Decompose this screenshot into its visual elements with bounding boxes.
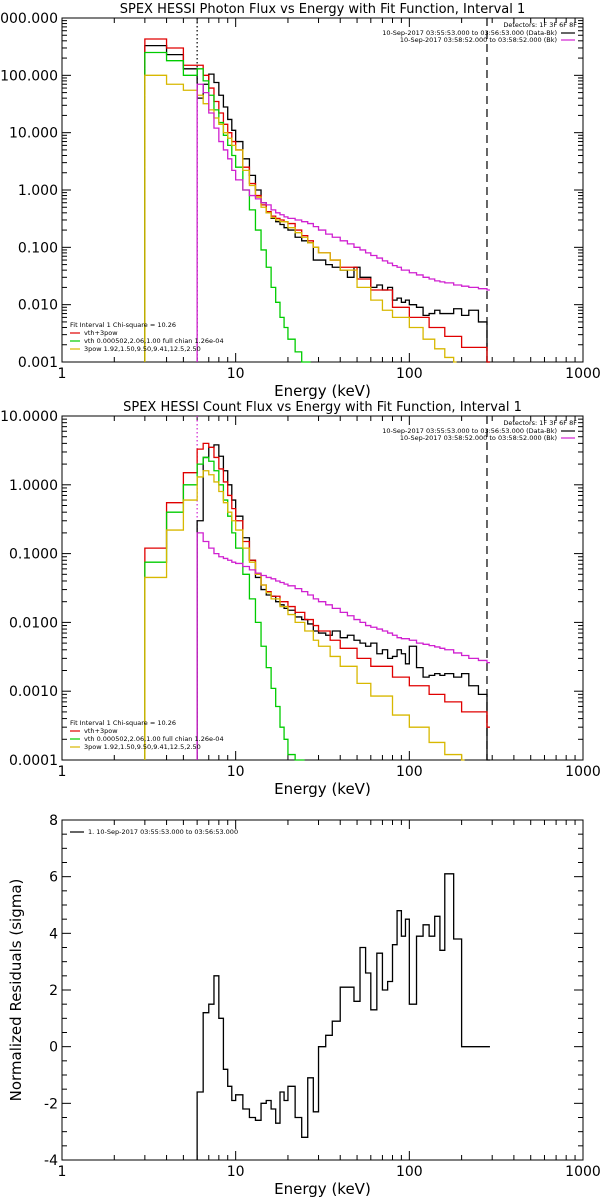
legend-label: 3pow 1.92,1.50,9.50,9.41,12.5,2.50 — [84, 345, 201, 353]
series-0-line — [196, 873, 490, 1160]
x-axis-label: Energy (keV) — [274, 780, 371, 798]
x-tick-label: 1000 — [565, 764, 600, 780]
y-tick-label: 8 — [49, 813, 58, 829]
y-tick-label: -4 — [44, 1153, 58, 1169]
chart-2: 1 10 100 1000 -4 -2 0 2 4 6 8 Energy (keV) Normalize… — [7, 813, 600, 1198]
y-tick-label: 0.0010 — [9, 684, 58, 700]
y-tick-label: 100.000 — [0, 68, 58, 84]
x-tick-label: 1000 — [565, 1164, 600, 1180]
detectors-label: Detectors: 1F 3F 6F 8F — [503, 21, 577, 29]
x-tick-label: 100 — [396, 764, 423, 780]
x-tick-label: 1000 — [565, 366, 600, 382]
series-4-line — [196, 83, 490, 362]
y-tick-label: 1000.000 — [0, 11, 58, 27]
y-tick-label: 1.0000 — [9, 478, 58, 494]
plot-frame — [61, 819, 584, 1161]
header-entry-label: 10-Sep-2017 03:55:53.000 to 03:56:53.000… — [382, 427, 557, 435]
x-axis-label: Energy (keV) — [274, 382, 371, 400]
y-tick-label: 0.001 — [18, 355, 58, 371]
y-tick-label: 0.0100 — [9, 615, 58, 631]
y-tick-label: 0.0001 — [9, 753, 58, 769]
legend-label: vth+3pow — [84, 329, 118, 337]
plot-frame — [61, 17, 584, 363]
x-tick-label: 10 — [227, 1164, 245, 1180]
x-tick-label: 1 — [58, 366, 67, 382]
legend-label: vth 0.000502,2.06,1.00 full chian 1.26e-… — [84, 337, 224, 345]
x-tick-label: 100 — [396, 1164, 423, 1180]
series-1-line — [144, 442, 490, 760]
header-entry-label: 10-Sep-2017 03:55:53.000 to 03:56:53.000… — [382, 29, 557, 37]
legend-label: vth+3pow — [84, 727, 118, 735]
y-tick-label: 10.000 — [9, 126, 58, 142]
legend-title: Fit Interval 1 Chi-square = 10.26 — [70, 719, 176, 727]
header-entry-label: 10-Sep-2017 03:58:52.000 to 03:58:52.000… — [400, 434, 557, 442]
x-tick-label: 100 — [396, 366, 423, 382]
series-2-line — [144, 51, 311, 363]
y-tick-label: 2 — [49, 983, 58, 999]
chart-title: SPEX HESSI Count Flux vs Energy with Fit… — [123, 400, 522, 415]
detectors-label: Detectors: 1F 3F 6F 8F — [503, 419, 577, 427]
y-tick-label: 0.100 — [18, 240, 58, 256]
x-tick-label: 1 — [58, 1164, 67, 1180]
series-3-line — [144, 470, 465, 761]
chart-1: 1 10 100 1000 0.0001 0.0010 0.0100 0.1000 1.0000… — [0, 400, 600, 798]
y-tick-label: 0 — [49, 1040, 58, 1056]
x-tick-label: 10 — [227, 764, 245, 780]
y-tick-label: -2 — [44, 1096, 58, 1112]
legend-label: 3pow 1.92,1.50,9.50,9.41,12.5,2.50 — [84, 743, 201, 751]
series-0-line — [144, 44, 490, 363]
chart-0: 1 10 100 1000 0.001 0.010 0.100 1.000 10.000 100.… — [0, 2, 600, 400]
y-tick-label: 0.1000 — [9, 547, 58, 563]
y-tick-label: 4 — [49, 926, 58, 942]
plot-frame — [61, 415, 584, 761]
legend-label: vth 0.000502,2.06,1.00 full chian 1.26e-… — [84, 735, 224, 743]
legend-label: 1. 10-Sep-2017 03:55:53.000 to 03:56:53.… — [88, 828, 238, 836]
series-0-line — [196, 444, 490, 761]
legend-title: Fit Interval 1 Chi-square = 10.26 — [70, 321, 176, 329]
y-tick-label: 10.0000 — [0, 409, 58, 425]
x-tick-label: 10 — [227, 366, 245, 382]
series-1-line — [144, 38, 490, 363]
chart-title: SPEX HESSI Photon Flux vs Energy with Fi… — [120, 2, 526, 17]
series-3-line — [144, 74, 457, 363]
y-tick-label: 6 — [49, 870, 58, 886]
x-axis-label: Energy (keV) — [274, 1180, 371, 1198]
series-4-line — [196, 532, 490, 760]
y-tick-label: 0.010 — [18, 298, 58, 314]
header-entry-label: 10-Sep-2017 03:58:52.000 to 03:58:52.000… — [400, 36, 557, 44]
x-tick-label: 1 — [58, 764, 67, 780]
y-tick-label: 1.000 — [18, 183, 58, 199]
y-axis-label: Normalized Residuals (sigma) — [7, 879, 25, 1102]
series-2-line — [144, 456, 305, 761]
